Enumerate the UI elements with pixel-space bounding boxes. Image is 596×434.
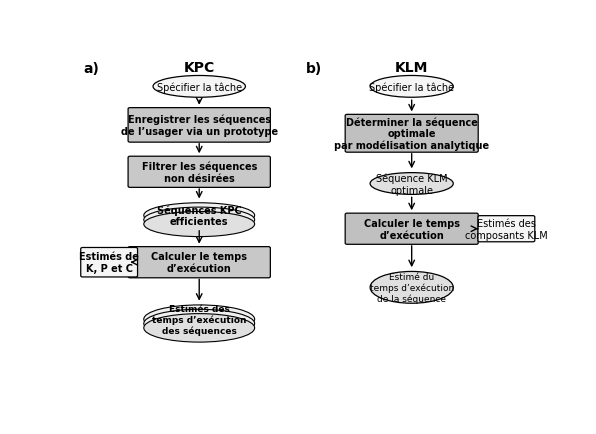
Text: Séquences KPC
efficientes: Séquences KPC efficientes [157, 205, 241, 227]
Ellipse shape [144, 203, 254, 228]
Text: Filtrer les séquences
non désirées: Filtrer les séquences non désirées [141, 161, 257, 184]
Text: Séquence KLM
optimale: Séquence KLM optimale [376, 173, 448, 195]
Ellipse shape [144, 207, 254, 233]
FancyBboxPatch shape [345, 115, 478, 153]
Ellipse shape [370, 272, 453, 303]
Text: a): a) [83, 62, 100, 76]
FancyBboxPatch shape [128, 108, 271, 143]
FancyBboxPatch shape [128, 157, 271, 188]
Ellipse shape [370, 173, 453, 195]
Text: KPC: KPC [184, 60, 215, 74]
Ellipse shape [144, 212, 254, 237]
FancyBboxPatch shape [345, 214, 478, 245]
Ellipse shape [144, 314, 254, 342]
Text: Calculer le temps
d’exécution: Calculer le temps d’exécution [151, 252, 247, 273]
Ellipse shape [153, 76, 246, 98]
Ellipse shape [144, 305, 254, 334]
Text: Spécifier la tâche: Spécifier la tâche [157, 82, 242, 92]
Text: Enregistrer les séquences
de l’usager via un prototype: Enregistrer les séquences de l’usager vi… [120, 115, 278, 137]
FancyBboxPatch shape [80, 248, 138, 277]
Text: Spécifier la tâche: Spécifier la tâche [369, 82, 454, 92]
Text: KLM: KLM [395, 60, 429, 74]
FancyBboxPatch shape [128, 247, 271, 278]
Ellipse shape [144, 309, 254, 338]
FancyBboxPatch shape [478, 216, 535, 242]
Text: Déterminer la séquence
optimale
par modélisation analytique: Déterminer la séquence optimale par modé… [334, 117, 489, 151]
Text: Estimés des
temps d’exécution
des séquences: Estimés des temps d’exécution des séquen… [152, 304, 247, 335]
Ellipse shape [370, 76, 453, 98]
Text: b): b) [305, 62, 322, 76]
Text: Estimé du
temps d’exécution
de la séquence: Estimé du temps d’exécution de la séquen… [370, 272, 454, 303]
Text: Estimés de
K, P et C: Estimés de K, P et C [79, 252, 139, 273]
Text: Estimés des
composants KLM: Estimés des composants KLM [465, 218, 548, 240]
Text: Calculer le temps
d’exécution: Calculer le temps d’exécution [364, 218, 460, 240]
